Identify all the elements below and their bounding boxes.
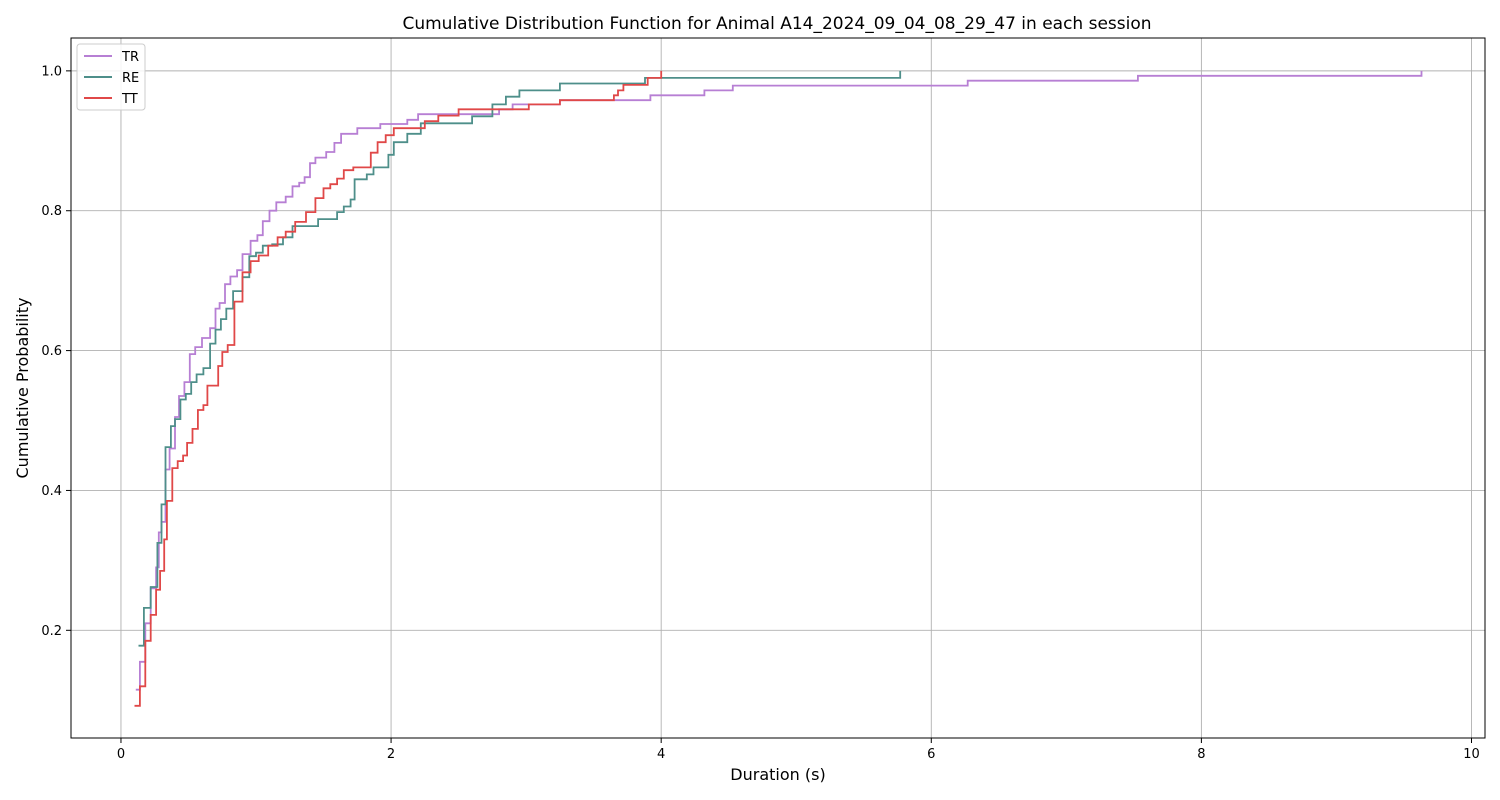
chart-title: Cumulative Distribution Function for Ani… bbox=[402, 14, 1151, 34]
y-tick-label: 1.0 bbox=[41, 64, 62, 79]
legend-label-tr: TR bbox=[121, 50, 139, 65]
legend: TR RE TT bbox=[76, 43, 146, 111]
legend-label-re: RE bbox=[122, 71, 139, 86]
y-axis-ticks: 0.2 0.4 0.6 0.8 1.0 bbox=[41, 64, 71, 639]
legend-label-tt: TT bbox=[121, 92, 138, 107]
x-axis-ticks: 0 2 4 6 8 10 bbox=[117, 738, 1480, 762]
x-tick-label: 2 bbox=[387, 747, 395, 762]
grid bbox=[71, 38, 1485, 738]
x-tick-label: 8 bbox=[1197, 747, 1205, 762]
y-tick-label: 0.6 bbox=[41, 344, 62, 359]
x-tick-label: 0 bbox=[117, 747, 125, 762]
series-line-re bbox=[138, 70, 902, 647]
x-axis-label: Duration (s) bbox=[730, 765, 825, 784]
x-tick-label: 10 bbox=[1463, 747, 1480, 762]
series-line-tr bbox=[135, 70, 1423, 691]
x-tick-label: 6 bbox=[927, 747, 935, 762]
series-line-tt bbox=[134, 70, 663, 707]
series-group bbox=[134, 70, 1423, 707]
y-axis-label: Cumulative Probability bbox=[13, 298, 32, 479]
y-tick-label: 0.8 bbox=[41, 204, 62, 219]
plot-frame bbox=[70, 37, 1486, 739]
x-tick-label: 4 bbox=[657, 747, 665, 762]
y-tick-label: 0.4 bbox=[41, 484, 62, 499]
y-tick-label: 0.2 bbox=[41, 624, 62, 639]
